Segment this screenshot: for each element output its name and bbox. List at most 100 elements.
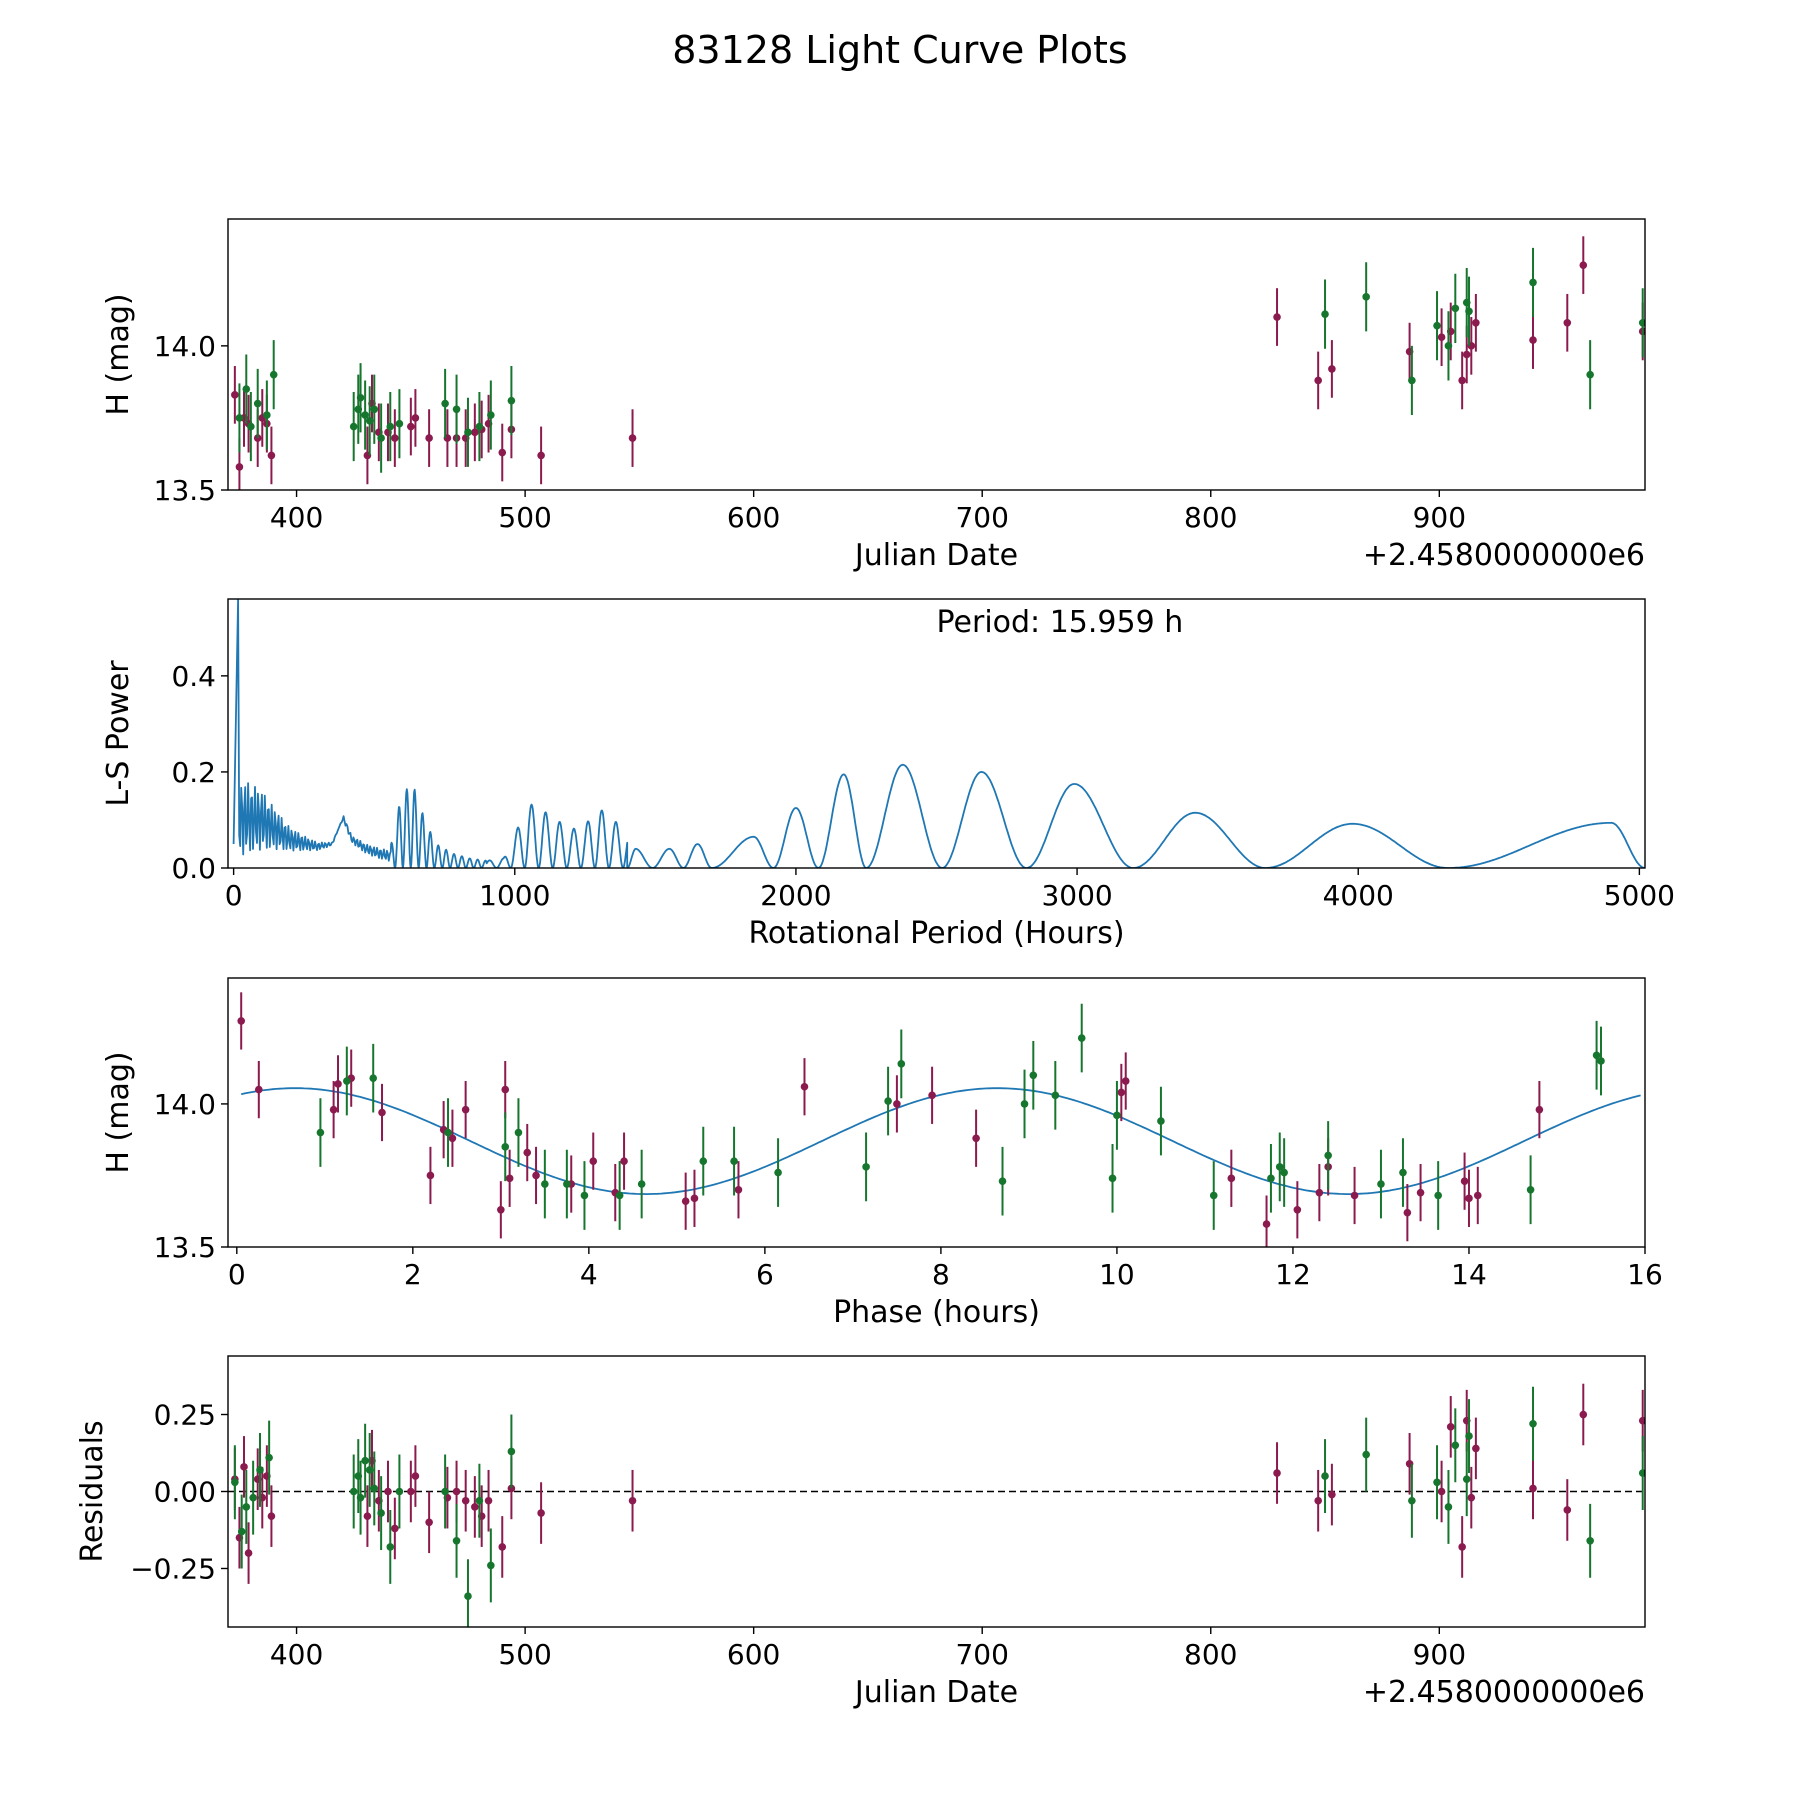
lightcurve-xtick-label: 600	[727, 501, 780, 534]
phased-point-magenta	[1473, 1191, 1482, 1200]
lightcurve-ylabel: H (mag)	[101, 293, 136, 415]
lightcurve-point-green	[464, 428, 472, 437]
phased-point-magenta	[1262, 1220, 1271, 1228]
lightcurve-point-magenta	[498, 448, 507, 457]
lightcurve-xtick-label: 900	[1413, 501, 1466, 534]
residuals-point-magenta	[498, 1543, 507, 1551]
residuals-point-green	[242, 1503, 251, 1511]
residuals-frame	[227, 1355, 1646, 1628]
residuals-point-green	[256, 1466, 264, 1474]
phased-point-magenta	[378, 1108, 386, 1117]
phased-point-green	[897, 1060, 906, 1068]
lightcurve-point-green	[235, 414, 244, 422]
lightcurve-offset-label: +2.4580000000e6	[1363, 538, 1645, 573]
phased-xtick-label: 10	[1099, 1258, 1135, 1291]
figure-title: 83128 Light Curve Plots	[672, 28, 1128, 72]
residuals-point-green	[386, 1543, 395, 1551]
lightcurve-point-magenta	[537, 451, 545, 460]
residuals-point-magenta	[1437, 1487, 1446, 1496]
lightcurve-point-magenta	[267, 451, 276, 460]
phased-point-magenta	[426, 1171, 435, 1180]
residuals-point-magenta	[1638, 1416, 1645, 1425]
phased-xtick-label: 14	[1451, 1258, 1487, 1291]
phased-point-magenta	[532, 1171, 540, 1180]
lightcurve-point-green	[475, 422, 484, 431]
phased-point-green	[1267, 1174, 1275, 1183]
periodogram-ylabel: L-S Power	[101, 660, 136, 807]
phased-point-magenta	[1315, 1188, 1324, 1197]
lightcurve-point-green	[1451, 304, 1460, 313]
lightcurve-point-magenta	[391, 434, 399, 442]
residuals-point-magenta	[1472, 1444, 1480, 1453]
phased-point-green	[998, 1177, 1007, 1185]
lightcurve-point-magenta	[231, 391, 239, 399]
residuals-point-magenta	[1563, 1506, 1572, 1514]
residuals-point-magenta	[1579, 1410, 1588, 1419]
residuals-point-magenta	[628, 1496, 637, 1505]
residuals-point-magenta	[425, 1518, 433, 1527]
phased-point-green	[615, 1191, 624, 1200]
phased-point-magenta	[1121, 1077, 1130, 1085]
phased-frame	[227, 977, 1646, 1248]
residuals-point-magenta	[461, 1496, 470, 1505]
residuals-point-green	[395, 1487, 404, 1496]
residuals-xtick-label: 600	[727, 1638, 780, 1671]
residuals-point-green	[452, 1536, 461, 1545]
lightcurve-ytick-label: 14.0	[154, 330, 216, 363]
phased-point-green	[1526, 1185, 1535, 1194]
phased-xtick-label: 4	[580, 1258, 598, 1291]
lightcurve-point-magenta	[425, 434, 433, 442]
phased-point-green	[1280, 1168, 1288, 1177]
phased-point-green	[1597, 1057, 1605, 1065]
lightcurve-point-magenta	[1529, 336, 1537, 344]
lightcurve-point-green	[361, 411, 369, 419]
phased-point-green	[1113, 1111, 1121, 1120]
phased-point-magenta	[1350, 1191, 1359, 1200]
phased-point-green	[541, 1180, 549, 1188]
residuals-point-magenta	[484, 1496, 493, 1505]
phased-point-magenta	[497, 1205, 505, 1214]
phased-point-green	[637, 1180, 646, 1188]
lightcurve-xtick-label: 500	[498, 501, 551, 534]
phased-point-magenta	[1460, 1177, 1469, 1185]
phased-point-green	[730, 1157, 738, 1165]
phased-point-magenta	[690, 1194, 699, 1203]
lightcurve-point-green	[1433, 321, 1441, 330]
residuals-point-green	[464, 1592, 472, 1601]
residuals-point-green	[1321, 1472, 1329, 1480]
residuals-point-magenta	[384, 1487, 392, 1496]
residuals-point-green	[349, 1487, 358, 1496]
lightcurve-xtick-label: 700	[955, 501, 1008, 534]
phased-xtick-label: 16	[1627, 1258, 1663, 1291]
lightcurve-point-green	[1362, 293, 1370, 301]
lightcurve-xlabel: Julian Date	[853, 538, 1018, 573]
phased-point-green	[774, 1168, 782, 1177]
phased-point-magenta	[237, 1017, 246, 1025]
phased-point-magenta	[1535, 1105, 1544, 1114]
residuals-ytick-label: −0.25	[130, 1552, 216, 1585]
residuals-point-green	[507, 1447, 516, 1456]
residuals-point-green	[1586, 1536, 1594, 1545]
phased-point-green	[699, 1157, 708, 1165]
residuals-point-magenta	[1273, 1469, 1281, 1477]
lightcurve-xtick-label: 800	[1184, 501, 1237, 534]
lightcurve-point-green	[365, 417, 374, 425]
lightcurve-point-magenta	[1314, 376, 1322, 385]
phased-point-green	[444, 1128, 452, 1137]
phased-point-magenta	[1403, 1208, 1412, 1217]
residuals-point-green	[361, 1456, 369, 1465]
lightcurve-point-green	[1408, 376, 1416, 385]
phased-point-magenta	[461, 1105, 470, 1114]
phased-point-green	[316, 1128, 325, 1137]
phased-point-magenta	[928, 1091, 936, 1100]
lightcurve-point-magenta	[1458, 376, 1466, 385]
residuals-point-green	[365, 1466, 374, 1474]
phased-point-magenta	[1416, 1188, 1425, 1197]
phased-point-green	[1209, 1191, 1218, 1200]
phased-point-magenta	[329, 1105, 338, 1114]
residuals-offset-label: +2.4580000000e6	[1363, 1675, 1645, 1710]
residuals-point-green	[237, 1527, 246, 1536]
lightcurve-point-green	[395, 419, 404, 428]
phased-xtick-label: 2	[404, 1258, 422, 1291]
